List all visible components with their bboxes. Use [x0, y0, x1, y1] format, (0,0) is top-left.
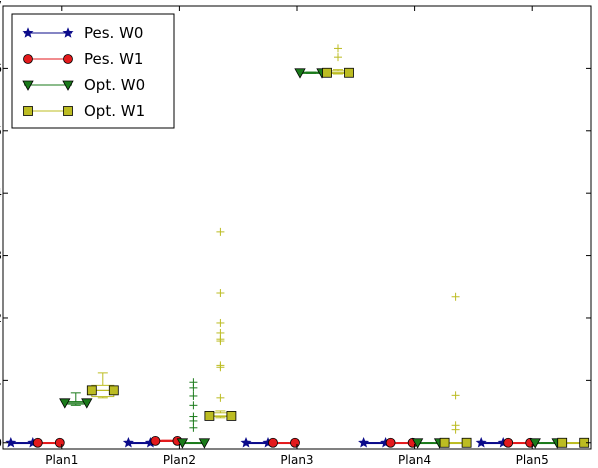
box-opt-w1-plan5 — [557, 437, 590, 448]
median-marker-left — [59, 398, 71, 409]
median-marker-left — [32, 437, 43, 448]
box-pes-w0-plan3 — [240, 436, 274, 448]
outlier-point — [451, 425, 460, 434]
x-tick-label: Plan4 — [398, 453, 431, 467]
legend: Pes. W0 Pes. W1 Opt. W0 Opt. W1 — [11, 13, 175, 129]
median-marker-left — [439, 437, 450, 448]
box-pes-w0-plan1 — [5, 436, 39, 448]
median-marker-left — [475, 436, 487, 448]
legend-entry: Opt. W1 — [23, 102, 145, 120]
median-marker-left — [411, 438, 424, 449]
median-marker-right — [226, 411, 237, 421]
outlier-point — [334, 53, 342, 62]
median-marker-left — [122, 436, 134, 448]
outlier-point — [451, 391, 460, 400]
box-pes-w1-plan2 — [150, 435, 183, 446]
outlier-point — [189, 416, 198, 425]
outlier-point — [189, 401, 198, 410]
y-tick-label: .02 — [0, 311, 2, 325]
outlier-point — [216, 337, 225, 346]
outlier-point — [451, 292, 460, 301]
median-marker-left — [240, 436, 252, 448]
x-tick-label: Plan1 — [45, 453, 78, 467]
y-tick-label: .06 — [0, 61, 2, 75]
legend-marker-left — [23, 106, 33, 116]
plot-area — [5, 44, 590, 449]
median-marker-left — [86, 385, 97, 396]
outlier-point — [216, 318, 225, 327]
median-marker-left — [503, 437, 514, 448]
median-marker-right — [54, 437, 65, 448]
outlier-point — [334, 44, 342, 53]
legend-marker-right — [63, 54, 73, 64]
median-marker-left — [385, 437, 396, 448]
median-marker-right — [198, 438, 211, 449]
box-pes-w0-plan4 — [358, 436, 392, 448]
median-marker-left — [5, 436, 17, 448]
median-marker-right — [344, 67, 354, 78]
box-opt-w1-plan2 — [204, 227, 237, 421]
median-marker-left — [150, 435, 161, 446]
legend-label: Opt. W1 — [84, 102, 145, 120]
legend-label: Opt. W0 — [84, 76, 145, 94]
outlier-point — [216, 227, 225, 236]
box-opt-w0-plan2 — [176, 378, 211, 449]
outlier-point — [216, 363, 225, 372]
legend-label: Pes. W0 — [84, 24, 143, 42]
legend-entry: Pes. W0 — [22, 24, 143, 42]
box-opt-w1-plan4 — [439, 292, 472, 448]
outlier-point — [216, 393, 225, 402]
box-opt-w0-plan1 — [59, 392, 93, 409]
y-tick-label: .00 — [0, 436, 2, 450]
box-pes-w0-plan2 — [122, 436, 156, 448]
box-opt-w1-plan3 — [322, 44, 354, 78]
median-marker-left — [294, 68, 306, 79]
median-marker-left — [204, 411, 215, 421]
median-marker-right — [290, 437, 300, 448]
y-tick-label: .04 — [0, 186, 2, 200]
legend-label: Pes. W1 — [84, 50, 143, 68]
legend-marker-left — [22, 27, 34, 38]
median-marker-left — [358, 436, 370, 448]
box-pes-w1-plan4 — [385, 437, 418, 448]
box-opt-w1-plan1 — [86, 372, 119, 399]
outlier-point — [216, 289, 225, 298]
median-marker-left — [322, 67, 332, 78]
median-marker-right — [461, 437, 472, 448]
legend-marker-right — [63, 106, 73, 116]
median-marker-right — [81, 398, 93, 409]
y-tick-label: .05 — [0, 124, 2, 138]
median-marker-left — [268, 437, 278, 448]
legend-marker-left — [23, 54, 33, 64]
box-pes-w0-plan5 — [475, 436, 509, 448]
median-marker-left — [557, 437, 568, 448]
box-pes-w1-plan3 — [268, 437, 300, 448]
x-tick-label: Plan3 — [280, 453, 313, 467]
box-pes-w1-plan5 — [503, 437, 536, 448]
median-marker-left — [176, 438, 189, 449]
outlier-point — [189, 391, 198, 400]
legend-marker-right — [62, 27, 74, 38]
legend-entry: Pes. W1 — [23, 50, 143, 68]
median-marker-right — [108, 385, 119, 396]
y-tick-label: .03 — [0, 249, 2, 263]
outlier-point — [189, 423, 198, 432]
y-tick-label: .01 — [0, 373, 2, 387]
y-tick-label: .07 — [0, 0, 2, 13]
legend-marker-right — [62, 80, 74, 91]
legend-entry: Opt. W0 — [22, 76, 145, 94]
outlier-point — [189, 383, 198, 392]
median-marker-left — [529, 438, 541, 449]
box-pes-w1-plan1 — [32, 437, 65, 448]
x-tick-label: Plan2 — [163, 453, 196, 467]
legend-marker-left — [22, 80, 34, 91]
x-tick-label: Plan5 — [516, 453, 549, 467]
